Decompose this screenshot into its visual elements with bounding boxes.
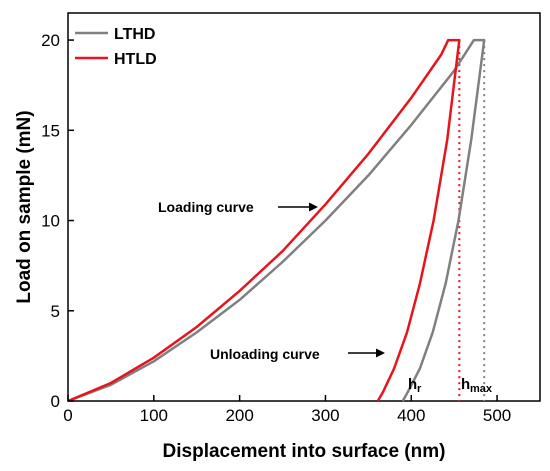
x-tick-label-0: 0 — [63, 406, 72, 425]
loading-curve-arrowhead — [309, 202, 318, 212]
legend-label-htld: HTLD — [114, 51, 157, 68]
hr-label-sub: r — [417, 383, 422, 395]
loading-curve-label: Loading curve — [158, 199, 254, 215]
x-tick-label-500: 500 — [483, 406, 511, 425]
series-line-lthd — [67, 38, 486, 403]
x-axis-title: Displacement into surface (nm) — [163, 441, 446, 462]
y-tick-label-20: 20 — [41, 31, 60, 50]
unloading-curve-label: Unloading curve — [210, 346, 320, 362]
y-tick-label-15: 15 — [41, 121, 60, 140]
x-tick-label-200: 200 — [225, 406, 253, 425]
hmax-label-main: h — [461, 376, 470, 393]
series-line-htld — [67, 38, 461, 403]
x-tick-label-100: 100 — [140, 406, 168, 425]
x-tick-label-300: 300 — [311, 406, 339, 425]
y-axis-title: Load on sample (mN) — [14, 110, 35, 303]
x-tick-label-400: 400 — [397, 406, 425, 425]
y-tick-label-10: 10 — [41, 212, 60, 231]
y-tick-label-5: 5 — [51, 302, 60, 321]
y-tick-label-0: 0 — [51, 392, 60, 411]
legend: LTHD HTLD — [75, 26, 157, 68]
legend-label-lthd: LTHD — [114, 26, 155, 43]
hmax-label-sub: max — [470, 383, 493, 395]
hr-label-main: h — [408, 376, 417, 393]
hr-label: h r — [408, 376, 422, 395]
unloading-curve-arrowhead — [376, 348, 385, 358]
hmax-label: h max — [461, 376, 493, 395]
ticks-layer: 0 100 200 300 400 500 0 5 10 15 20 — [41, 31, 511, 425]
series-layer — [67, 38, 486, 403]
